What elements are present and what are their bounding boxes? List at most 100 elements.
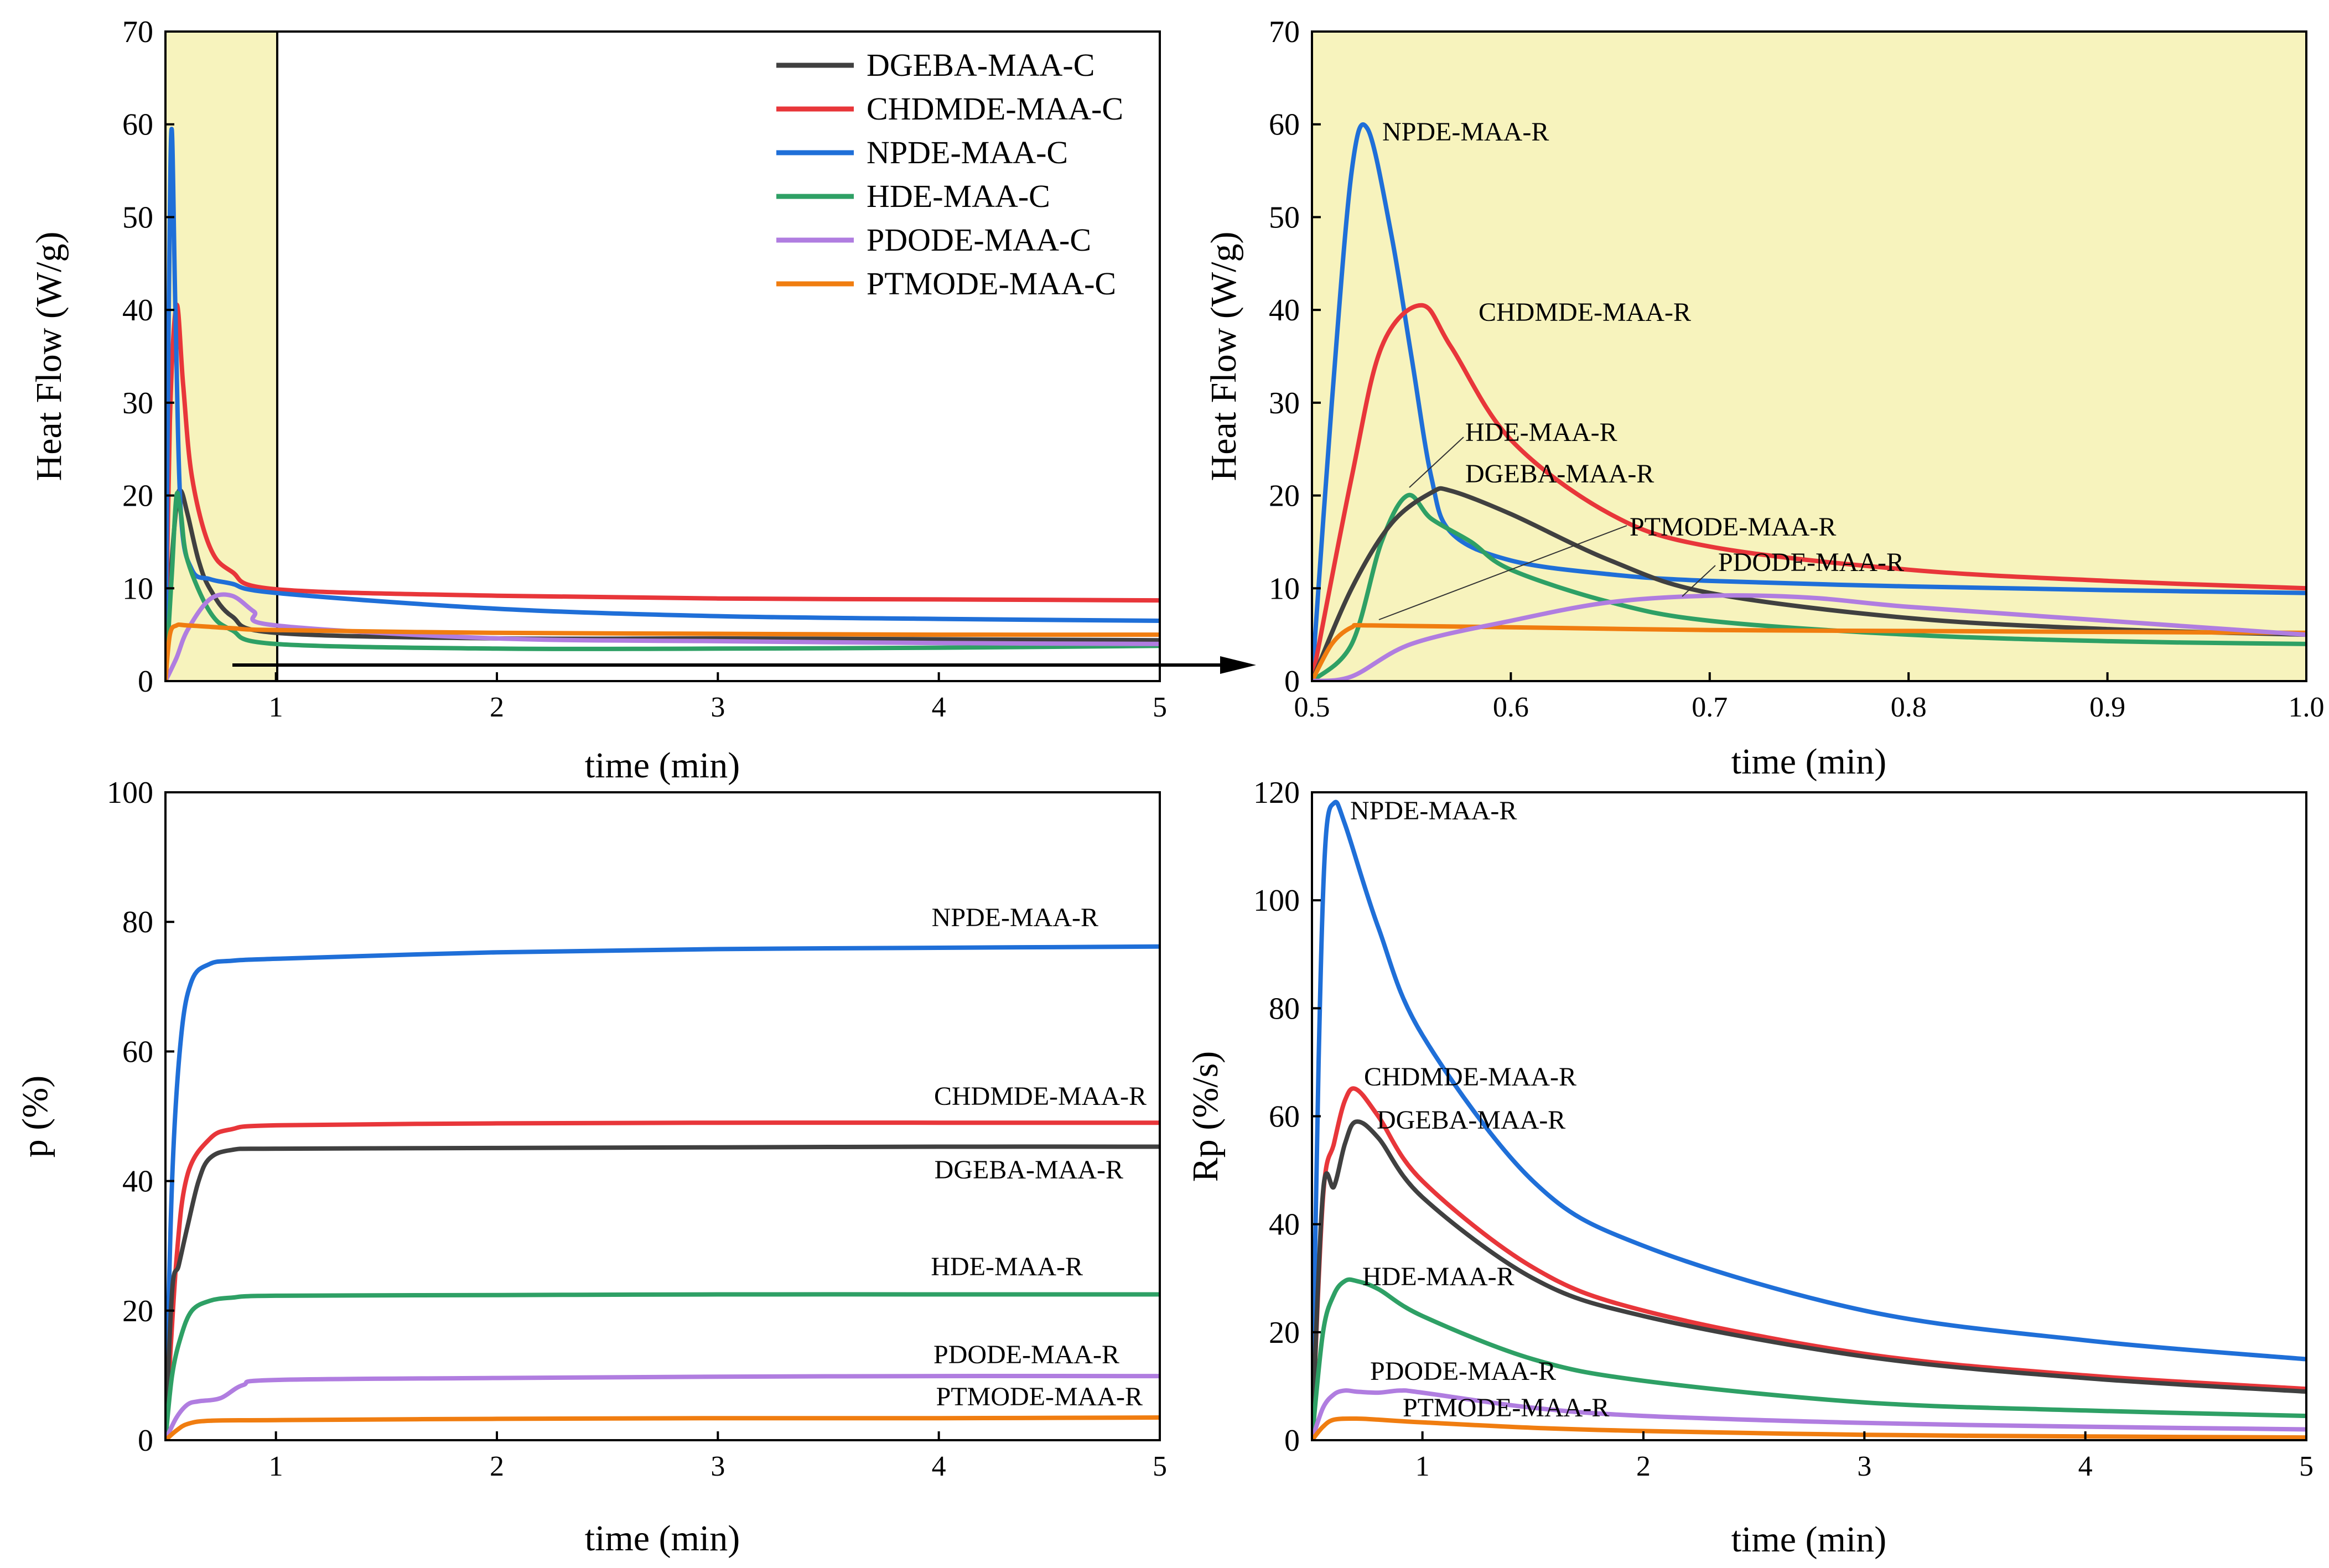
y-tick-label: 30 (122, 386, 153, 420)
legend-label-dgeba: DGEBA-MAA-C (867, 47, 1095, 83)
curve-label-npde: NPDE-MAA-R (1350, 796, 1517, 825)
curve-label-pdode: PDODE-MAA-R (1370, 1357, 1556, 1386)
x-tick-label: 2 (490, 1451, 504, 1482)
series-line-hde-maa-r (1312, 492, 2306, 681)
curve-label-pdode: PDODE-MAA-R (1718, 548, 1904, 577)
y-tick-label: 70 (1269, 15, 1300, 49)
x-tick-label: 0.5 (1294, 692, 1330, 723)
panel-c-series (165, 944, 1160, 1440)
x-tick-label: 1 (269, 1451, 283, 1482)
curve-label-dgeba: DGEBA-MAA-R (1465, 459, 1654, 489)
y-axis-label: p (%) (15, 1076, 55, 1157)
x-tick-label: 4 (932, 692, 946, 723)
panel-b-series (1312, 122, 2306, 681)
x-tick-label: 1.0 (2289, 692, 2325, 723)
x-tick-label: 2 (1636, 1451, 1651, 1482)
x-tick-label: 3 (710, 692, 725, 723)
series-line-npde-maa-r (165, 944, 1160, 1440)
series-line-pdode-maa-r (165, 1374, 1160, 1440)
y-tick-label: 0 (1284, 1424, 1300, 1458)
x-tick-label: 5 (2299, 1451, 2314, 1482)
leader-line-hde (1409, 437, 1464, 488)
panel-d-series (1312, 799, 2306, 1440)
y-tick-label: 20 (1269, 479, 1300, 513)
zoom-arrow (232, 656, 1256, 674)
x-tick-label: 1 (1415, 1451, 1430, 1482)
highlight-region (164, 30, 278, 682)
legend-label-chdmde: CHDMDE-MAA-C (867, 91, 1123, 127)
series-line-dgeba-maa-c (165, 487, 1160, 681)
legend-label-hde: HDE-MAA-C (867, 178, 1050, 214)
x-axis-label: time (min) (585, 1518, 740, 1559)
y-tick-label: 20 (122, 479, 153, 513)
legend: DGEBA-MAA-C CHDMDE-MAA-C NPDE-MAA-C HDE-… (776, 47, 1123, 302)
legend-label-ptmode: PTMODE-MAA-C (867, 266, 1116, 302)
plot-frame (164, 791, 1161, 1441)
y-tick-label: 100 (107, 776, 153, 810)
highlight-region (1312, 32, 2306, 681)
series-line-npde-maa-c (165, 127, 1160, 681)
x-tick-label: 0.7 (1692, 692, 1728, 723)
y-axis-label: Heat Flow (W/g) (29, 232, 69, 481)
x-tick-label: 2 (490, 692, 504, 723)
x-tick-label: 3 (1857, 1451, 1871, 1482)
y-axis-label: Rp (%/s) (1185, 1051, 1226, 1182)
plot-frame (164, 30, 1161, 682)
panel-a-series (165, 127, 1160, 681)
y-tick-label: 0 (1284, 664, 1300, 699)
x-tick-label: 5 (1153, 692, 1167, 723)
y-tick-label: 0 (138, 1424, 153, 1458)
curve-label-chdmde: CHDMDE-MAA-R (1364, 1062, 1576, 1092)
curve-label-dgeba: DGEBA-MAA-R (935, 1155, 1123, 1185)
series-line-chdmde-maa-c (165, 303, 1160, 681)
y-tick-label: 80 (1269, 991, 1300, 1026)
legend-label-pdode: PDODE-MAA-C (867, 222, 1091, 258)
series-line-npde-maa-r (1312, 122, 2306, 681)
y-tick-label: 40 (122, 293, 153, 328)
y-tick-label: 20 (1269, 1316, 1300, 1350)
series-line-pdode-maa-r (1312, 593, 2306, 681)
series-line-pdode-maa-r (1312, 1388, 2306, 1440)
series-line-hde-maa-r (165, 1292, 1160, 1440)
panel-b: 0.5 0.6 0.7 0.8 0.9 1.0 0 10 20 30 40 50 60 70 time (… (1204, 15, 2325, 782)
y-tick-label: 50 (1269, 200, 1300, 235)
x-axis-label: time (min) (585, 745, 740, 786)
y-tick-label: 60 (122, 108, 153, 142)
y-tick-label: 120 (1253, 776, 1300, 810)
y-tick-label: 40 (1269, 1208, 1300, 1242)
series-line-dgeba-maa-r (1312, 486, 2306, 681)
x-tick-label: 0.6 (1493, 692, 1529, 723)
x-tick-label: 0.9 (2089, 692, 2125, 723)
curve-label-dgeba: DGEBA-MAA-R (1377, 1105, 1565, 1135)
y-tick-label: 10 (122, 572, 153, 606)
curve-label-hde: HDE-MAA-R (931, 1252, 1083, 1281)
x-axis-label: time (min) (1731, 741, 1886, 782)
y-tick-label: 40 (122, 1165, 153, 1199)
curve-label-chdmde: CHDMDE-MAA-R (934, 1082, 1147, 1111)
y-tick-label: 60 (1269, 1100, 1300, 1134)
curve-label-ptmode: PTMODE-MAA-R (1403, 1393, 1609, 1422)
series-line-chdmde-maa-r (1312, 303, 2306, 681)
x-tick-label: 4 (932, 1451, 946, 1482)
y-axis-label: Heat Flow (W/g) (1204, 232, 1244, 481)
series-line-ptmode-maa-c (165, 622, 1160, 681)
x-tick-label: 0.8 (1891, 692, 1927, 723)
y-tick-label: 40 (1269, 293, 1300, 328)
curve-label-hde: HDE-MAA-R (1362, 1262, 1514, 1291)
panel-c-ticks: 1 2 3 4 5 0 20 40 60 80 100 (107, 776, 1167, 1482)
curve-label-hde: HDE-MAA-R (1465, 418, 1617, 447)
leader-line-pdode (1682, 565, 1716, 597)
panel-b-ticks: 0.5 0.6 0.7 0.8 0.9 1.0 0 10 20 30 40 50 60 70 (1269, 15, 2325, 723)
y-tick-label: 50 (122, 200, 153, 235)
series-line-ptmode-maa-r (1312, 622, 2306, 681)
leader-lines (1378, 437, 1716, 620)
series-line-hde-maa-c (165, 490, 1160, 681)
y-tick-label: 10 (1269, 572, 1300, 606)
x-axis-label: time (min) (1731, 1519, 1886, 1560)
curve-label-pdode: PDODE-MAA-R (933, 1340, 1119, 1369)
curve-label-npde: NPDE-MAA-R (932, 903, 1098, 932)
panel-d: 1 2 3 4 5 0 20 40 60 80 100 120 time (min) Rp (%/s)… (1185, 776, 2314, 1560)
leader-line-ptmode (1378, 525, 1627, 620)
